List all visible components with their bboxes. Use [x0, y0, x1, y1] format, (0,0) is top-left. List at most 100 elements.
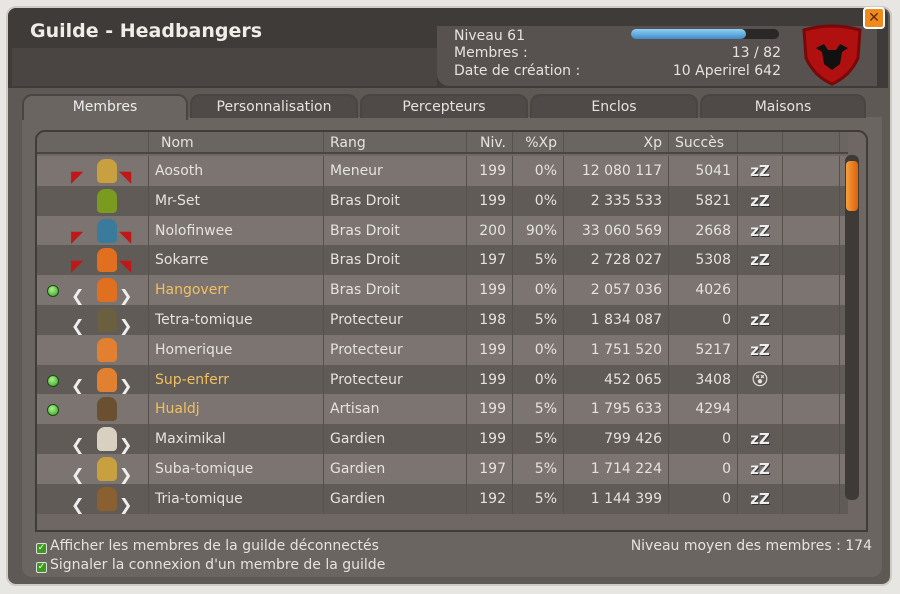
avatar	[97, 188, 117, 213]
cell-xp: 2 335 533	[564, 185, 669, 216]
checkbox-checked-icon[interactable]: ✓	[36, 562, 47, 573]
status-cell: zZ	[738, 245, 783, 276]
sleeping-icon: zZ	[750, 430, 770, 449]
white-wings-icon: ❯	[119, 435, 133, 455]
extra-cell	[783, 364, 840, 395]
table-row[interactable]: ❮ ❯ Tria-tomique Gardien 192 5% 1 144 399 0 zZ	[37, 483, 848, 514]
avatar-cell: ❮ ❯	[37, 424, 149, 455]
sleeping-icon: zZ	[750, 311, 770, 329]
avatar	[97, 337, 117, 362]
close-button[interactable]: ✕	[863, 7, 885, 29]
online-indicator-icon	[47, 374, 59, 387]
smiley-icon: 😵	[751, 369, 769, 390]
table-row[interactable]: ◤ ◥ Sokarre Bras Droit 197 5% 2 728 027 5308 z…	[37, 245, 848, 276]
table-row[interactable]: ❮ ❯ Maximikal Gardien 199 5% 799 426 0 zZ	[37, 424, 848, 455]
cell-level: 199	[467, 156, 513, 186]
members-label: Membres :	[454, 45, 528, 61]
tab-personnalisation[interactable]: Personnalisation	[190, 94, 358, 118]
white-wings-icon: ❯	[119, 316, 133, 335]
cell-xp-pct: 0%	[513, 334, 564, 365]
header-rank[interactable]: Rang	[324, 132, 467, 152]
tab-label: Maisons	[754, 99, 812, 115]
tab-maisons[interactable]: Maisons	[700, 94, 866, 118]
tab-membres[interactable]: Membres	[22, 94, 188, 120]
red-wings-icon: ◤	[71, 226, 84, 246]
table-row[interactable]: ◤ ◥ Nolofinwee Bras Droit 200 90% 33 060 569 2…	[37, 215, 848, 246]
header-xp-pct[interactable]: %Xp	[513, 132, 564, 152]
cell-rank: Bras Droit	[324, 215, 467, 246]
cell-rank: Artisan	[324, 394, 467, 425]
cell-rank: Gardien	[324, 424, 467, 455]
show-offline-option[interactable]: ✓ Afficher les membres de la guilde décon…	[36, 538, 379, 554]
cell-xp: 1 795 633	[564, 394, 669, 425]
table-row[interactable]: ◤ ◥ Aosoth Meneur 199 0% 12 080 117 5041 zZ	[37, 156, 848, 186]
avatar-cell: ❮ ❯	[37, 364, 149, 395]
cell-xp: 799 426	[564, 424, 669, 455]
header-success[interactable]: Succès	[669, 132, 738, 152]
avatar-cell: ◤ ◥	[37, 245, 149, 276]
scrollbar[interactable]	[845, 155, 859, 500]
red-wings-icon: ◤	[71, 256, 84, 276]
white-wings-icon: ❯	[119, 494, 133, 514]
cell-success: 0	[669, 483, 738, 514]
table-row[interactable]: ❮ ❯ Tetra-tomique Protecteur 198 5% 1 834 087…	[37, 305, 848, 335]
scrollbar-thumb[interactable]	[846, 161, 858, 211]
cell-xp-pct: 90%	[513, 215, 564, 246]
cell-level: 199	[467, 185, 513, 216]
white-wings-icon: ❯	[119, 465, 133, 484]
white-wings-icon: ❮	[71, 286, 85, 306]
header-extra	[783, 132, 840, 152]
table-row[interactable]: Homerique Protecteur 199 0% 1 751 520 5217 zZ	[37, 334, 848, 365]
tab-percepteurs[interactable]: Percepteurs	[360, 94, 528, 118]
cell-name: Suba-tomique	[149, 454, 324, 484]
cell-name: Sokarre	[149, 245, 324, 276]
tab-label: Percepteurs	[402, 99, 486, 115]
sleeping-icon: zZ	[750, 460, 770, 478]
cell-level: 200	[467, 215, 513, 246]
table-row[interactable]: Hualdj Artisan 199 5% 1 795 633 4294	[37, 394, 848, 425]
cell-xp: 2 057 036	[564, 275, 669, 306]
tab-label: Personnalisation	[216, 99, 332, 115]
cell-name: Nolofinwee	[149, 215, 324, 246]
cell-xp-pct: 5%	[513, 305, 564, 335]
status-cell: zZ	[738, 215, 783, 246]
average-level: Niveau moyen des membres : 174	[630, 538, 872, 554]
avatar	[97, 457, 117, 481]
cell-success: 0	[669, 454, 738, 484]
header-xp[interactable]: Xp	[564, 132, 669, 152]
sleeping-icon: zZ	[750, 221, 770, 240]
guild-level: Niveau 61	[454, 28, 525, 44]
red-wings-icon: ◥	[119, 256, 132, 276]
extra-cell	[783, 394, 840, 425]
notify-login-option[interactable]: ✓ Signaler la connexion d'un membre de la…	[36, 557, 385, 573]
avatar-cell	[37, 185, 149, 216]
table-row[interactable]: ❮ ❯ Hangoverr Bras Droit 199 0% 2 057 036 4026	[37, 275, 848, 306]
cell-success: 0	[669, 424, 738, 455]
cell-xp: 33 060 569	[564, 215, 669, 246]
sleeping-icon: zZ	[750, 162, 770, 180]
cell-name: Maximikal	[149, 424, 324, 455]
status-cell	[738, 275, 783, 306]
cell-name: Hangoverr	[149, 275, 324, 306]
extra-cell	[783, 483, 840, 514]
table-row[interactable]: ❮ ❯ Sup-enferr Protecteur 199 0% 452 065 3408 …	[37, 364, 848, 395]
cell-success: 5308	[669, 245, 738, 276]
cell-success: 5821	[669, 185, 738, 216]
status-cell: zZ	[738, 156, 783, 186]
cell-xp: 452 065	[564, 364, 669, 395]
extra-cell	[783, 424, 840, 455]
table-row[interactable]: ❮ ❯ Suba-tomique Gardien 197 5% 1 714 224 0 zZ	[37, 454, 848, 484]
tab-enclos[interactable]: Enclos	[530, 94, 698, 118]
cell-rank: Bras Droit	[324, 185, 467, 216]
cell-xp-pct: 0%	[513, 156, 564, 186]
checkbox-checked-icon[interactable]: ✓	[36, 543, 47, 554]
cell-name: Aosoth	[149, 156, 324, 186]
extra-cell	[783, 156, 840, 186]
header-name[interactable]: Nom	[149, 132, 324, 152]
white-wings-icon: ❮	[71, 494, 85, 514]
avatar	[97, 159, 117, 183]
header-level[interactable]: Niv.	[467, 132, 513, 152]
avatar	[97, 367, 117, 392]
cell-success: 4294	[669, 394, 738, 425]
table-row[interactable]: Mr-Set Bras Droit 199 0% 2 335 533 5821 zZ	[37, 185, 848, 216]
